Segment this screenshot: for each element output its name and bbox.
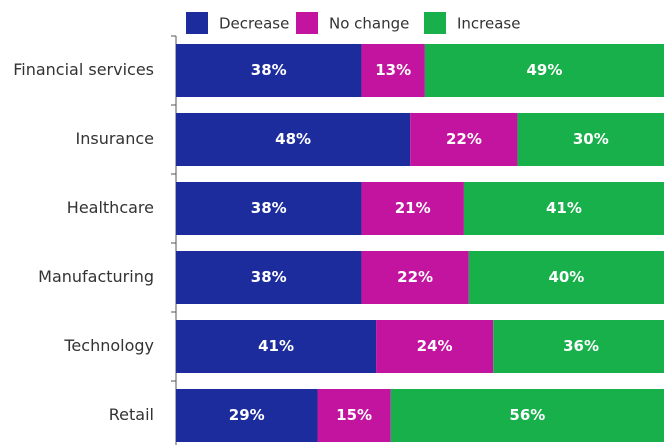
bar-segment (361, 44, 425, 97)
value-label: 49% (526, 61, 562, 79)
value-label: 40% (548, 268, 584, 286)
category-label: Technology (63, 336, 154, 355)
value-label: 13% (375, 61, 411, 79)
bar-segment (463, 182, 664, 235)
value-label: 41% (258, 337, 294, 355)
bar-segment (517, 113, 664, 166)
category-label: Insurance (76, 129, 155, 148)
bar-segment (376, 320, 494, 373)
value-label: 41% (546, 199, 582, 217)
bar-segment (176, 113, 411, 166)
bar-segment (317, 389, 391, 442)
value-label: 38% (251, 199, 287, 217)
value-label: 38% (251, 61, 287, 79)
legend-label: No change (329, 15, 409, 33)
value-label: 24% (417, 337, 453, 355)
bar-segment (424, 44, 664, 97)
value-label: 56% (509, 406, 545, 424)
value-label: 22% (397, 268, 433, 286)
value-label: 29% (229, 406, 265, 424)
category-label: Healthcare (67, 198, 154, 217)
bar-segment (176, 182, 362, 235)
value-label: 36% (563, 337, 599, 355)
bar-segment (176, 251, 362, 304)
category-label: Financial services (13, 60, 154, 79)
legend-label: Decrease (219, 15, 289, 33)
bar-segment (410, 113, 518, 166)
bar-segment (176, 320, 377, 373)
bar-segment (176, 44, 362, 97)
legend-swatch (186, 12, 208, 34)
bar-segment (493, 320, 664, 373)
bar-segment (468, 251, 664, 304)
value-label: 22% (446, 130, 482, 148)
category-label: Manufacturing (38, 267, 154, 286)
bar-segment (176, 389, 318, 442)
value-label: 15% (336, 406, 372, 424)
legend-swatch (296, 12, 318, 34)
value-label: 38% (251, 268, 287, 286)
bar-segment (390, 389, 664, 442)
legend-swatch (424, 12, 446, 34)
bar-segment (361, 182, 464, 235)
category-label: Retail (109, 405, 154, 424)
value-label: 30% (573, 130, 609, 148)
legend-label: Increase (457, 15, 520, 33)
value-label: 48% (275, 130, 311, 148)
value-label: 21% (395, 199, 431, 217)
bar-segment (361, 251, 469, 304)
